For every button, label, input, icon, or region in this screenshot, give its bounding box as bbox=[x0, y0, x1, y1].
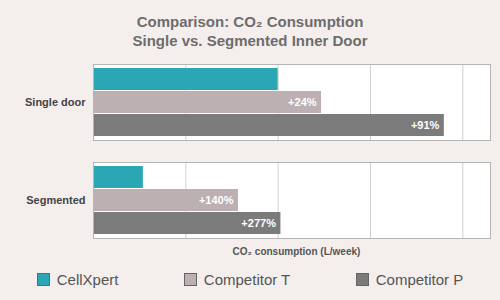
svg-text:Single door: Single door bbox=[25, 96, 86, 108]
svg-text:+277%: +277% bbox=[241, 217, 276, 229]
svg-text:+24%: +24% bbox=[288, 96, 317, 108]
svg-text:Segmented: Segmented bbox=[26, 194, 85, 206]
html-text:Competitor T: Competitor T bbox=[203, 270, 291, 288]
svg-text:+91%: +91% bbox=[411, 119, 440, 131]
html-text:CellXpert: CellXpert bbox=[56, 270, 119, 288]
html-text:Single vs. Segmented Inner Doo: Single vs. Segmented Inner Door bbox=[132, 32, 368, 49]
html-text:CO₂ consumption (L/week): CO₂ consumption (L/week) bbox=[232, 246, 361, 257]
html-text:Competitor P: Competitor P bbox=[375, 270, 464, 288]
svg-text:+140%: +140% bbox=[199, 194, 234, 206]
html-text:Comparison: CO₂ Consumption: Comparison: CO₂ Consumption bbox=[136, 13, 364, 30]
